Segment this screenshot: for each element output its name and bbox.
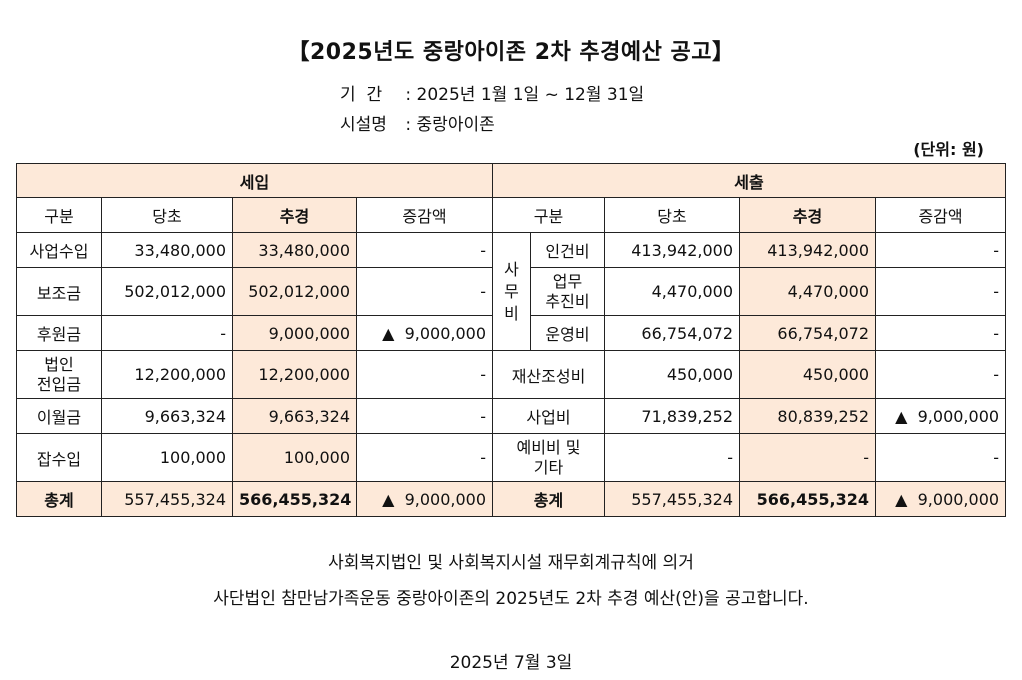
income-diff: - [355,350,494,399]
income-revised: 502,012,000 [232,267,357,316]
income-original: 502,012,000 [101,267,233,316]
facility-value: : 중랑아이존 [405,115,495,135]
expense-revised: 4,470,000 [739,267,877,316]
income-total-original: 557,455,324 [101,481,233,517]
expense-original: 4,470,000 [604,267,741,316]
expense-group-label: 사 무 비 [492,232,532,351]
expense-label: 인건비 [530,232,606,268]
income-col-category: 구분 [16,197,102,233]
income-original: 9,663,324 [101,398,233,434]
total-row: 총계 557,455,324 566,455,324 ▲ 9,000,000 총… [16,481,1007,517]
facility-label: 시설명 [340,115,387,135]
income-diff: ▲ 9,000,000 [355,315,494,351]
income-revised: 33,480,000 [232,232,357,268]
expense-revised: 66,754,072 [739,315,877,351]
income-revised: 9,663,324 [232,398,357,434]
page-title: 【2025년도 중랑아이존 2차 추경예산 공고】 [287,40,735,65]
income-revised: 100,000 [232,433,357,482]
income-diff: - [355,267,494,316]
notice-line-1: 사회복지법인 및 사회복지시설 재무회계규칙에 의거 [328,553,694,573]
expense-header: 세출 [492,163,1007,198]
unit-label: (단위: 원) [913,140,984,159]
income-revised: 9,000,000 [232,315,357,351]
expense-diff: - [875,232,1007,268]
expense-label: 재산조성비 [492,350,606,399]
budget-table: 세입 세출 구분 당초 추경 증감액 구분 당초 추경 증감액 사업수입 33,… [15,163,1007,517]
income-col-original: 당초 [101,197,233,233]
table-row: 이월금 9,663,324 9,663,324 - 사업비 71,839,252… [16,398,1007,434]
expense-diff: - [875,315,1007,351]
expense-col-original: 당초 [604,197,741,233]
expense-total-revised: 566,455,324 [739,481,877,517]
notice-line-2: 사단법인 참만남가족운동 중랑아이존의 2025년도 2차 추경 예산(안)을 … [213,589,809,609]
expense-original: 450,000 [604,350,741,399]
table-row: 법인 전입금 12,200,000 12,200,000 - 재산조성비 450… [16,350,1007,399]
income-label: 법인 전입금 [16,350,102,399]
expense-col-category: 구분 [492,197,606,233]
expense-diff: - [875,433,1007,482]
income-header: 세입 [15,163,494,198]
expense-original: - [604,433,741,482]
expense-diff: - [875,350,1007,399]
expense-col-diff: 증감액 [875,197,1007,233]
income-diff: - [355,433,494,482]
income-col-revised: 추경 [232,197,357,233]
expense-revised: 413,942,000 [739,232,877,268]
income-original: 100,000 [101,433,233,482]
income-total-label: 총계 [16,481,102,517]
expense-original: 66,754,072 [604,315,741,351]
income-label: 이월금 [16,398,102,434]
expense-col-revised: 추경 [739,197,877,233]
expense-revised: - [739,433,877,482]
expense-total-diff: ▲ 9,000,000 [875,481,1007,517]
expense-label: 사업비 [492,398,606,434]
income-original: - [101,315,233,351]
expense-original: 413,942,000 [604,232,741,268]
expense-diff: - [875,267,1007,316]
income-label: 잡수입 [16,433,102,482]
income-original: 12,200,000 [101,350,233,399]
expense-label: 운영비 [530,315,606,351]
expense-original: 71,839,252 [604,398,741,434]
income-col-diff: 증감액 [355,197,494,233]
income-label: 사업수입 [16,232,102,268]
expense-diff: ▲ 9,000,000 [875,398,1007,434]
income-label: 후원금 [16,315,102,351]
income-total-revised: 566,455,324 [232,481,357,517]
income-diff: - [355,398,494,434]
income-original: 33,480,000 [101,232,233,268]
expense-label: 예비비 및 기타 [492,433,606,482]
income-diff: - [355,232,494,268]
table-row: 사업수입 33,480,000 33,480,000 - 사 무 비 인건비 4… [16,232,1007,351]
income-total-diff: ▲ 9,000,000 [355,481,494,517]
expense-label: 업무 추진비 [530,267,606,316]
period-label: 기 간 [340,85,383,105]
period-value: : 2025년 1월 1일 ~ 12월 31일 [405,85,645,105]
table-row: 후원금 - 9,000,000 ▲ 9,000,000 운영비 66,754,0… [16,315,1007,351]
notice-date: 2025년 7월 3일 [449,653,573,673]
table-row: 잡수입 100,000 100,000 - 예비비 및 기타 - - - [16,433,1007,482]
expense-revised: 80,839,252 [739,398,877,434]
period-line: 기 간 : 2025년 1월 1일 ~ 12월 31일 [340,80,644,105]
expense-total-label: 총계 [492,481,606,517]
facility-line: 시설명 : 중랑아이존 [340,110,495,135]
income-revised: 12,200,000 [232,350,357,399]
expense-revised: 450,000 [739,350,877,399]
income-label: 보조금 [16,267,102,316]
table-row: 보조금 502,012,000 502,012,000 - 업무 추진비 4,4… [16,267,1007,316]
expense-total-original: 557,455,324 [604,481,741,517]
